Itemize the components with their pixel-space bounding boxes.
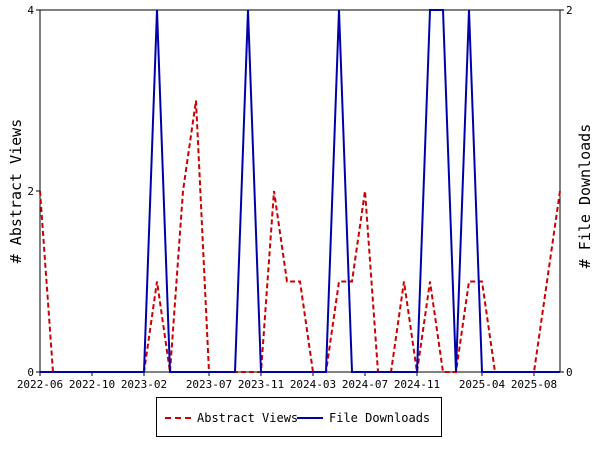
legend: Abstract Views File Downloads xyxy=(156,397,442,437)
series-layer xyxy=(39,9,561,373)
legend-swatch-abstract-views xyxy=(165,417,191,419)
legend-item-abstract-views: Abstract Views xyxy=(165,410,298,426)
legend-label-file-downloads: File Downloads xyxy=(329,411,431,425)
x-tick-label: 2023-02 xyxy=(121,378,167,391)
legend-swatch-file-downloads xyxy=(297,417,323,419)
series-line-file-downloads xyxy=(40,9,560,373)
series-line-abstract-views xyxy=(39,100,561,373)
x-tick-label: 2025-08 xyxy=(511,378,557,391)
x-tick-label: 2025-04 xyxy=(459,378,506,391)
x-tick-label: 2022-06 xyxy=(17,378,63,391)
left-axis-title: # Abstract Views xyxy=(7,119,25,264)
x-tick-label: 2024-07 xyxy=(342,378,388,391)
x-tick-label: 2022-10 xyxy=(69,378,115,391)
x-axis-ticks: 2022-06 2022-10 2023-02 2023-07 2023-11 2024-… xyxy=(17,372,557,391)
x-tick-label: 2024-11 xyxy=(394,378,440,391)
plot-area xyxy=(39,9,561,373)
right-tick-label: 2 xyxy=(566,4,573,17)
right-axis-title: # File Downloads xyxy=(576,124,594,269)
legend-label-abstract-views: Abstract Views xyxy=(197,411,299,425)
x-tick-label: 2024-03 xyxy=(290,378,336,391)
right-axis-ticks: 02 xyxy=(560,4,573,379)
legend-item-file-downloads: File Downloads xyxy=(297,410,430,426)
left-tick-label: 0 xyxy=(27,366,34,379)
x-tick-label: 2023-07 xyxy=(186,378,232,391)
left-tick-label: 2 xyxy=(27,185,34,198)
right-tick-label: 0 xyxy=(566,366,573,379)
left-tick-label: 4 xyxy=(27,4,34,17)
x-tick-label: 2023-11 xyxy=(238,378,284,391)
left-axis-ticks: 0 2 4 xyxy=(27,4,40,379)
